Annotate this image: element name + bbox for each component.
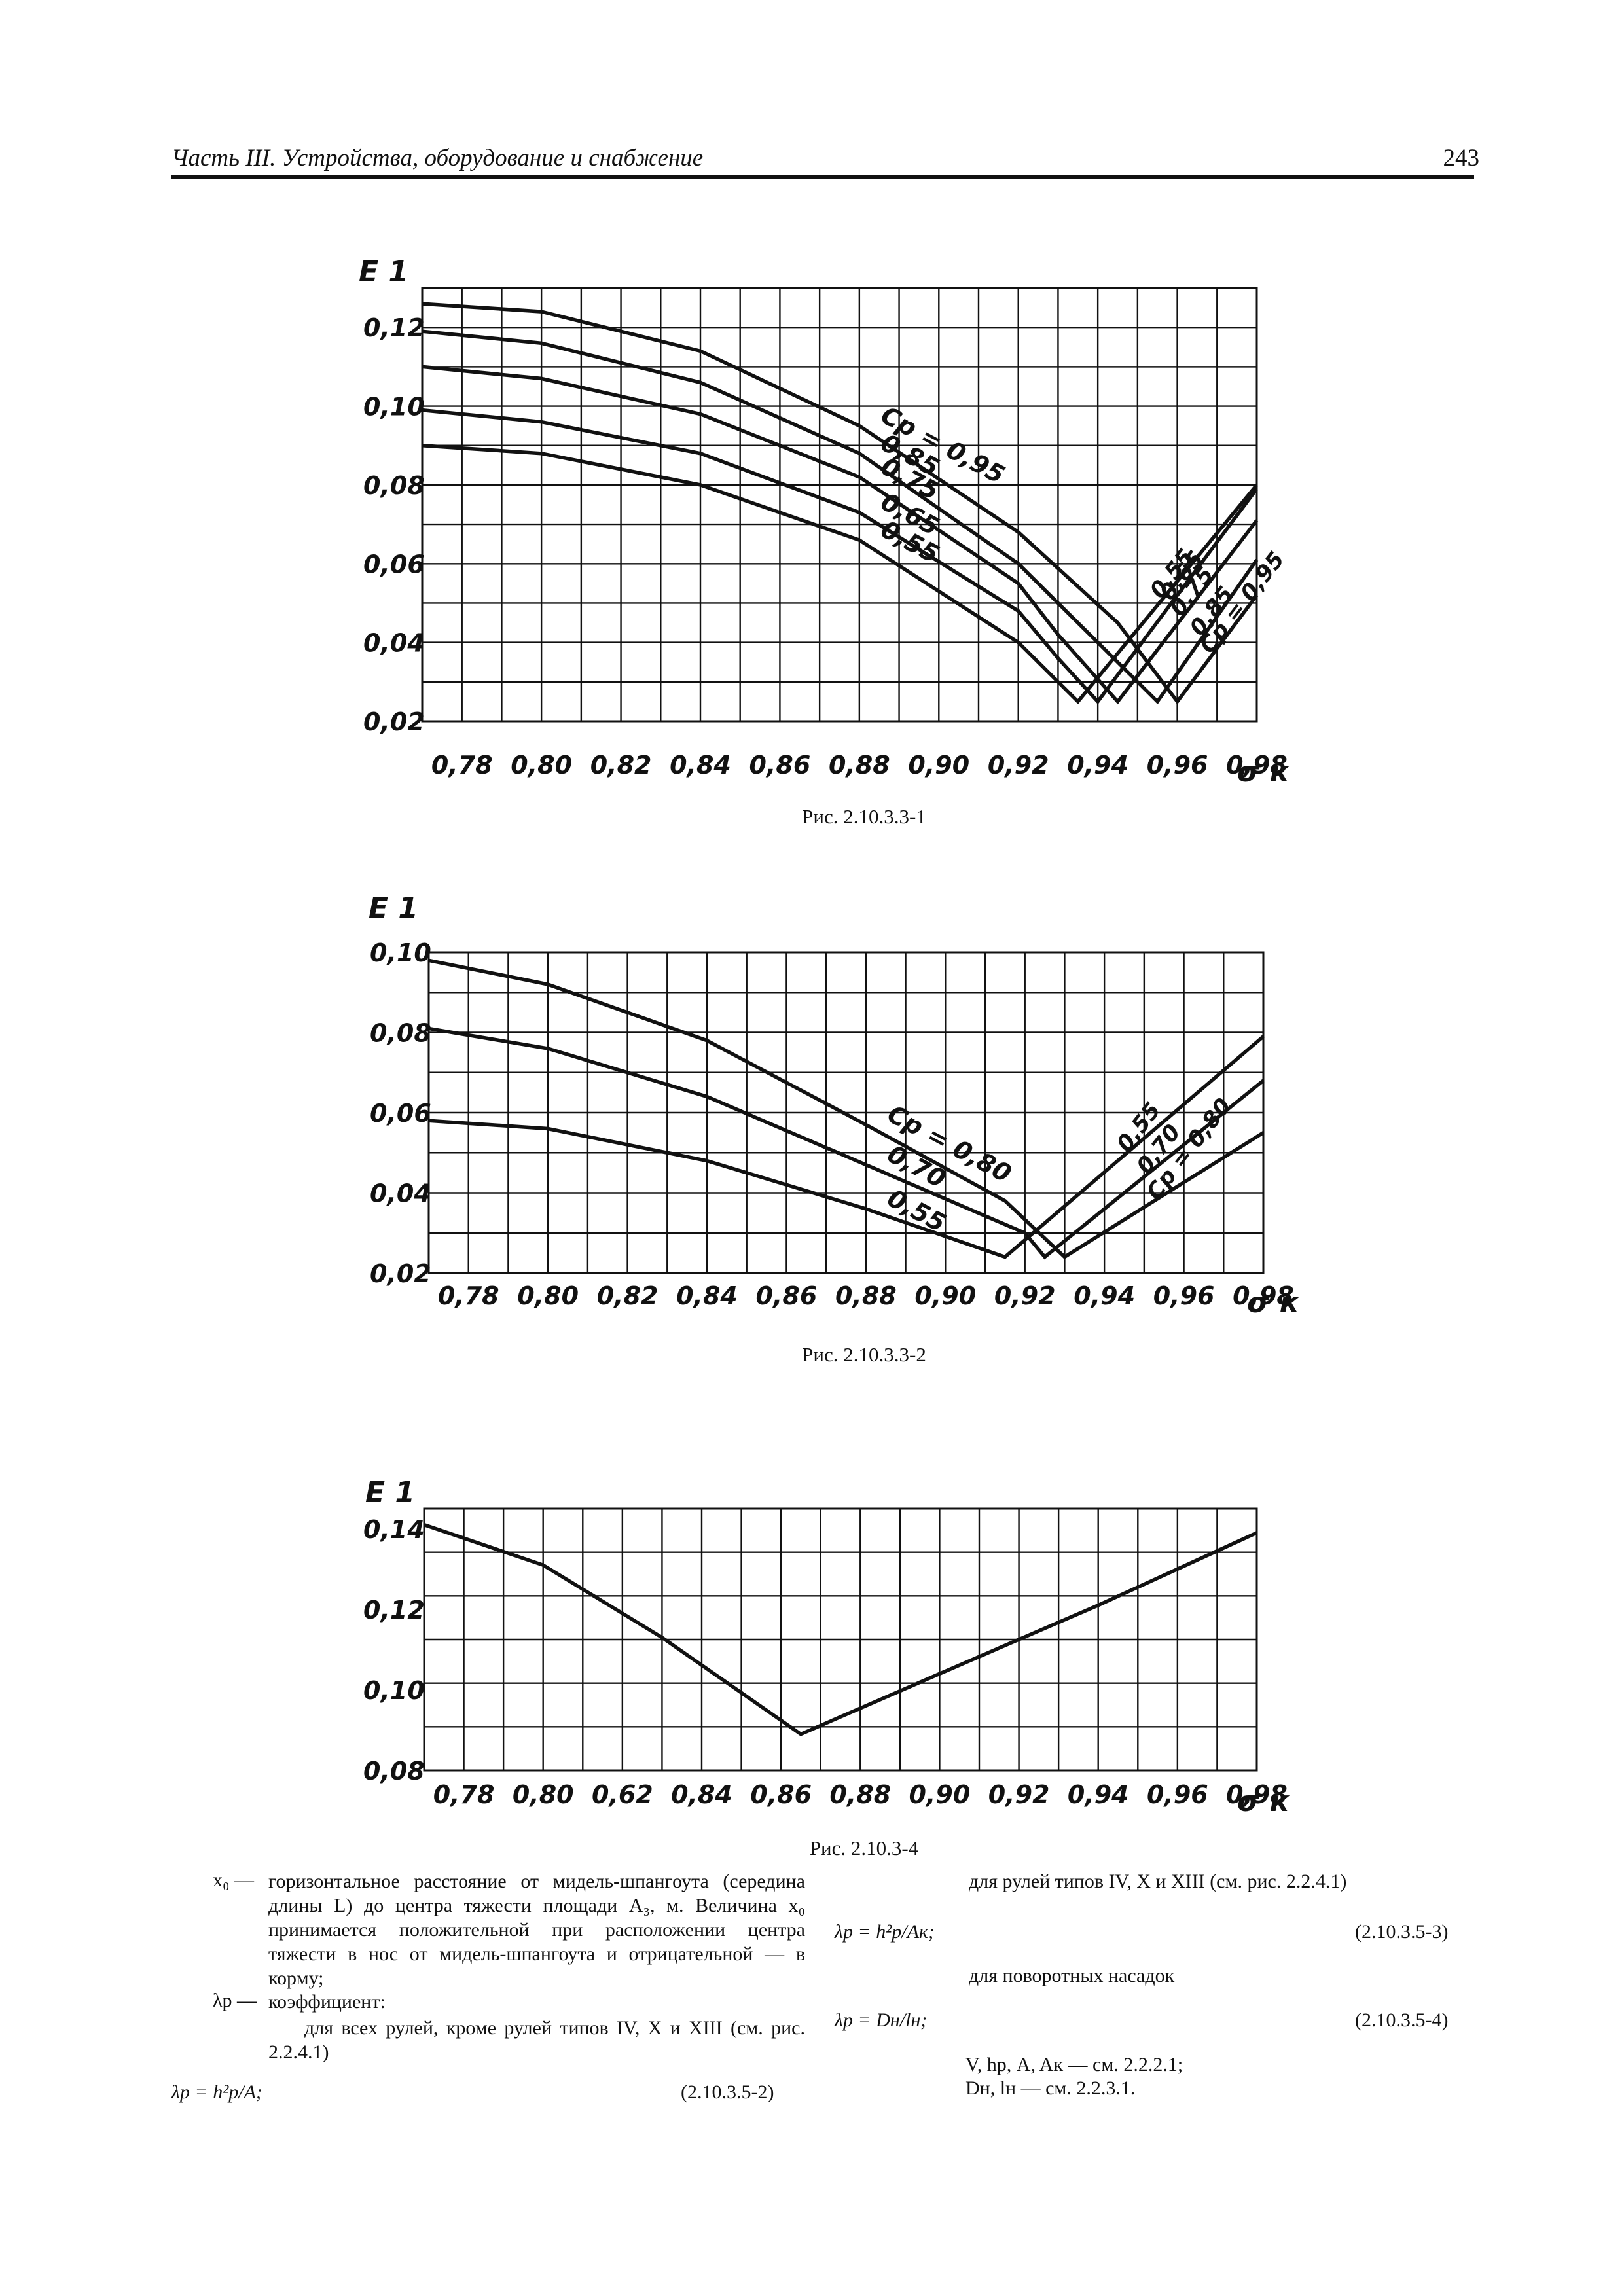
x-tick-label: 0,78 xyxy=(433,1780,495,1809)
x-tick-label: 0,78 xyxy=(431,751,493,780)
x-tick-label: 0,86 xyxy=(756,1282,818,1310)
figure-3-caption: Рис. 2.10.3-4 xyxy=(809,1837,919,1859)
figure-2-caption: Рис. 2.10.3.3-2 xyxy=(802,1343,926,1366)
figure-1-caption: Рис. 2.10.3.3-1 xyxy=(802,805,926,828)
y-axis-label: E 1 xyxy=(369,891,418,925)
figure-1: 0,78 0,80 0,82 0,84 0,86 0,88 0,90 0,92 0,94 0,96… xyxy=(0,255,1624,844)
running-header: Часть III. Устройства, оборудование и сн… xyxy=(171,145,704,171)
formula-3: λр = h²р/Aк; xyxy=(835,1921,935,1943)
x-tick-label: 0,88 xyxy=(835,1282,897,1310)
y-tick-label: 0,10 xyxy=(363,393,425,422)
x-tick-label: 0,92 xyxy=(988,751,1049,780)
x-tick-label: 0,90 xyxy=(908,751,969,780)
x-tick-label: 0,78 xyxy=(438,1282,499,1310)
x-tick-label: 0,96 xyxy=(1147,751,1208,780)
equation-number-4: (2.10.3.5-4) xyxy=(1355,2009,1449,2031)
series-line xyxy=(422,408,1259,705)
series-label: 0,55 xyxy=(883,1183,950,1238)
y-tick-label: 0,14 xyxy=(363,1515,425,1544)
series-line xyxy=(422,443,1259,704)
plot-frame xyxy=(423,1507,1258,1772)
figure-2: 0,78 0,80 0,82 0,84 0,86 0,88 0,90 0,92 0,94 0,96… xyxy=(0,877,1624,1374)
x-tick-label: 0,80 xyxy=(517,1282,579,1310)
y-tick-label: 0,06 xyxy=(370,1099,431,1128)
equation-number-2: (2.10.3.5-2) xyxy=(681,2081,774,2103)
grid xyxy=(423,1507,1258,1772)
y-axis-label: E 1 xyxy=(365,1476,415,1509)
x0-definition: горизонтальное расстояние от мидель-шпан… xyxy=(268,1871,806,1989)
chart-1: 0,78 0,80 0,82 0,84 0,86 0,88 0,90 0,92 0,94 0,96… xyxy=(359,255,1290,789)
y-tick-label: 0,12 xyxy=(363,314,425,342)
x-tick-label: 0,88 xyxy=(829,751,890,780)
x-tick-label: 0,98 xyxy=(1226,1780,1288,1809)
y-tick-label: 0,02 xyxy=(363,708,425,736)
x-axis-label: σ к xyxy=(1237,755,1290,789)
equation-number-3: (2.10.3.5-3) xyxy=(1355,1921,1449,1943)
reference-2: Dн, lн — см. 2.2.3.1. xyxy=(965,2077,1136,2099)
x-tick-label: 0,94 xyxy=(1074,1282,1135,1310)
x-tick-label: 0,86 xyxy=(749,751,811,780)
x-tick-label: 0,86 xyxy=(750,1780,812,1809)
y-tick-label: 0,08 xyxy=(370,1019,431,1048)
formula-4: λр = Dн/lн; xyxy=(835,2009,928,2031)
series-line xyxy=(428,1026,1265,1260)
case-types-iv-x-xiii: для рулей типов IV, X и XIII (см. рис. 2… xyxy=(969,1871,1347,1892)
x-tick-label: 0,80 xyxy=(513,1780,574,1809)
chart-3: 0,78 0,80 0,62 0,84 0,86 0,88 0,90 0,92 0,94 0,96… xyxy=(363,1476,1290,1818)
plot-frame xyxy=(421,287,1258,723)
formula-2: λр = h²р/A; xyxy=(171,2081,262,2103)
y-tick-label: 0,12 xyxy=(363,1596,425,1624)
page-number: 243 xyxy=(1443,145,1480,171)
x-axis-label: σ к xyxy=(1247,1286,1300,1319)
x-tick-label: 0,82 xyxy=(590,751,652,780)
chart-2: 0,78 0,80 0,82 0,84 0,86 0,88 0,90 0,92 0,94 0,96… xyxy=(369,891,1300,1319)
x-tick-label: 0,84 xyxy=(671,1780,732,1809)
y-tick-label: 0,08 xyxy=(363,1757,425,1785)
x-axis-label: σ к xyxy=(1237,1785,1290,1818)
series-line xyxy=(428,958,1265,1259)
x-tick-label: 0,98 xyxy=(1233,1282,1294,1310)
x-tick-label: 0,62 xyxy=(592,1780,653,1809)
series-line xyxy=(424,1522,1258,1736)
x0-term: x₀ — xyxy=(213,1869,254,1891)
y-tick-label: 0,08 xyxy=(363,471,425,500)
y-tick-label: 0,04 xyxy=(363,629,425,658)
x-tick-label: 0,82 xyxy=(597,1282,659,1310)
x-tick-label: 0,88 xyxy=(829,1780,891,1809)
reference-1: V, hр, A, Aк — см. 2.2.2.1; xyxy=(965,2054,1183,2075)
y-tick-label: 0,10 xyxy=(370,939,431,967)
x-tick-label: 0,92 xyxy=(994,1282,1056,1310)
case-nozzles: для поворотных насадок xyxy=(969,1965,1175,1986)
x-tick-label: 0,96 xyxy=(1147,1780,1208,1809)
x-tick-label: 0,94 xyxy=(1067,751,1128,780)
x-tick-label: 0,84 xyxy=(670,751,731,780)
y-tick-label: 0,06 xyxy=(363,550,425,579)
x-tick-label: 0,94 xyxy=(1068,1780,1129,1809)
y-axis-label: E 1 xyxy=(359,255,408,289)
y-tick-label: 0,10 xyxy=(363,1676,425,1705)
lambda-term: λр — xyxy=(213,1990,257,2011)
y-tick-label: 0,02 xyxy=(370,1259,431,1288)
series-line xyxy=(428,1035,1265,1259)
x-tick-label: 0,80 xyxy=(511,751,572,780)
x-tick-label: 0,92 xyxy=(988,1780,1050,1809)
series-line xyxy=(422,329,1259,705)
plot-frame xyxy=(427,951,1265,1274)
x-tick-label: 0,84 xyxy=(676,1282,738,1310)
x-tick-label: 0,90 xyxy=(909,1780,971,1809)
x-tick-label: 0,96 xyxy=(1153,1282,1215,1310)
y-tick-label: 0,04 xyxy=(370,1179,431,1208)
case-all-rudders: для всех рулей, кроме рулей типов IV, X … xyxy=(268,2017,805,2063)
x-tick-label: 0,98 xyxy=(1226,751,1288,780)
figure-3: 0,78 0,80 0,62 0,84 0,86 0,88 0,90 0,92 0,94 0,96… xyxy=(0,1466,1624,1865)
x-tick-label: 0,90 xyxy=(914,1282,976,1310)
lambda-definition: коэффициент: xyxy=(268,1991,386,2013)
header-rule xyxy=(171,175,1474,179)
